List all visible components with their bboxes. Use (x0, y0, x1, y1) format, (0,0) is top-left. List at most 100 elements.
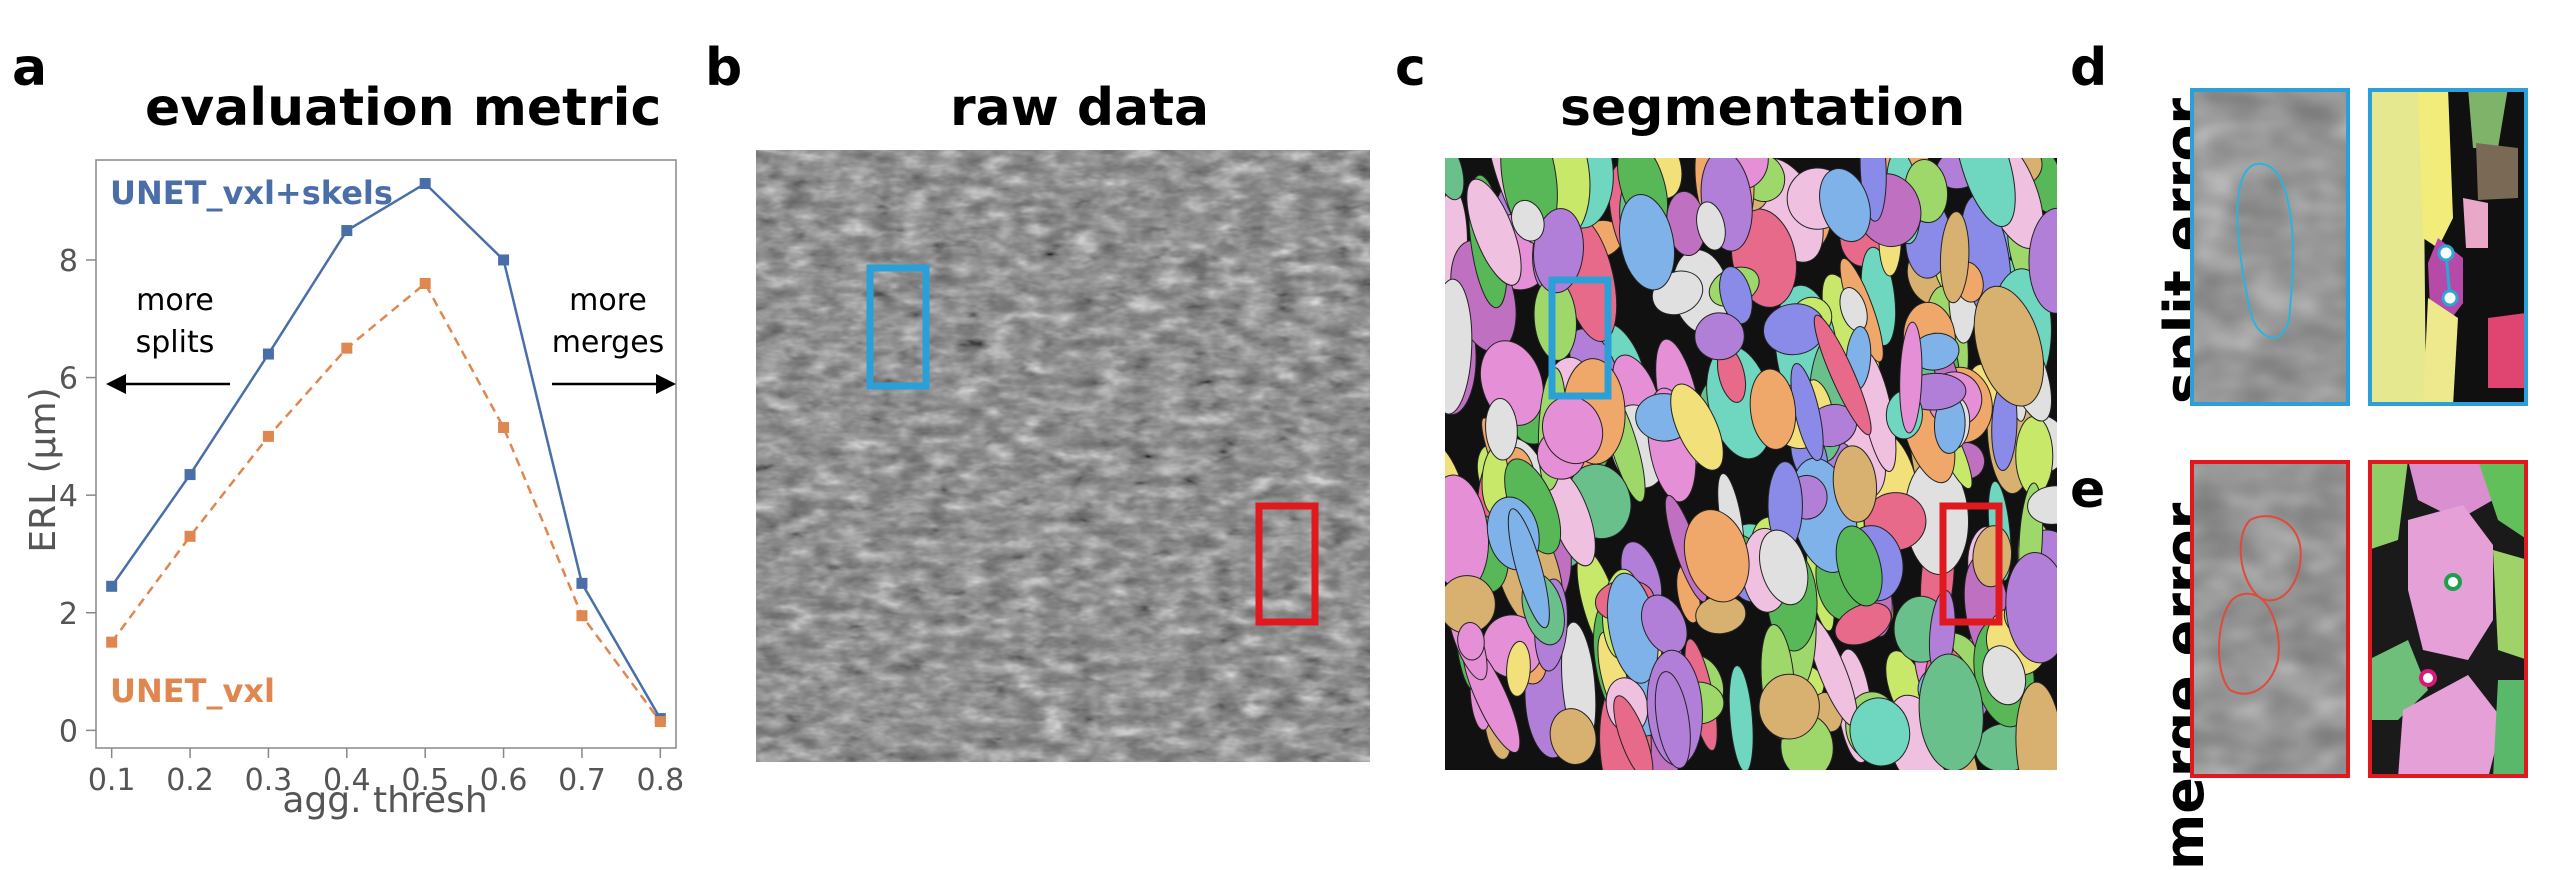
y-tick-label: 0 (59, 714, 78, 749)
y-tick-label: 8 (59, 244, 78, 279)
segment-cell (1728, 665, 1754, 770)
segment-cell (1619, 193, 1675, 291)
segment-cell (2027, 485, 2057, 525)
x-axis-ticks: 0.1 0.2 0.3 0.4 0.5 0.6 0.7 0.8 (88, 748, 684, 798)
right-arrow (552, 374, 676, 394)
series-line-unet-vxl (110, 281, 662, 723)
split-box-seg (1548, 276, 1612, 400)
x-tick-label: 0.6 (480, 763, 528, 798)
raw-texture (756, 150, 1370, 762)
segment-cell (1973, 285, 2045, 407)
panel-c-title: segmentation (1560, 78, 1966, 138)
data-point (262, 430, 274, 442)
segment-cell (1466, 178, 1522, 286)
segment-cell (1696, 201, 1726, 251)
annot-more-merges-2: merges (552, 325, 665, 360)
data-point (341, 342, 353, 354)
x-axis-label: agg. thresh (282, 780, 487, 821)
merge-marker-pink (2419, 669, 2437, 687)
merge-marker-green (2444, 573, 2462, 591)
segment-cell (1511, 199, 1545, 242)
segment-cell (1954, 158, 2016, 228)
raw-data-image (756, 150, 1370, 762)
segment-cell (1506, 640, 1531, 697)
panel-a-title: evaluation metric (145, 78, 662, 138)
split-box-raw (866, 264, 930, 390)
merge-error-seg-zoom (2368, 460, 2528, 778)
data-point (106, 580, 118, 592)
data-point (262, 348, 274, 360)
data-point (654, 716, 666, 728)
data-point (184, 530, 196, 542)
left-arrow (106, 374, 230, 394)
segment-cell (1749, 368, 1797, 450)
x-tick-label: 0.1 (88, 763, 136, 798)
data-point (498, 254, 510, 266)
x-tick-label: 0.4 (323, 763, 371, 798)
split-outline (2236, 162, 2294, 339)
x-tick-label: 0.5 (401, 763, 449, 798)
segment-cell (1507, 508, 1550, 629)
segment-cell (1982, 645, 2027, 706)
panel-letter-d: d (2070, 38, 2108, 98)
segment-cell (1849, 697, 1911, 767)
annot-more-merges-1: more (569, 283, 647, 318)
data-point (184, 469, 196, 481)
panel-b-title: raw data (950, 78, 1210, 138)
merge-box-raw (1255, 502, 1319, 626)
segment-cell (2015, 681, 2057, 770)
panel-letter-e: e (2070, 460, 2106, 520)
segment-cell (1694, 312, 1745, 361)
split-marker-bottom (2441, 289, 2459, 307)
y-tick-label: 2 (59, 597, 78, 632)
segment-cell (1719, 266, 1753, 325)
segment-cell (2005, 552, 2057, 664)
merge-outline-upper (2239, 515, 2302, 602)
segment-cell (2028, 207, 2057, 314)
segment-cell (1613, 695, 1654, 770)
segment-cell (1759, 529, 1809, 606)
x-tick-label: 0.3 (245, 763, 293, 798)
merge-outline-lower (2218, 592, 2280, 695)
y-tick-label: 4 (59, 479, 78, 514)
split-error-raw-zoom (2190, 88, 2350, 406)
segment-cell (1899, 321, 1923, 434)
segment-cell (1832, 445, 1878, 523)
segmentation-cells (1445, 158, 2057, 770)
segment-cell (1683, 509, 1750, 603)
series-layer (106, 178, 666, 728)
annot-more-splits-1: more (136, 283, 214, 318)
data-point (498, 422, 510, 434)
data-point (419, 178, 431, 190)
panel-letter-b: b (705, 38, 743, 98)
segment-cell (1445, 158, 1465, 201)
plot-frame (95, 159, 677, 749)
segment-cell (1549, 708, 1597, 765)
segment-cell (1445, 278, 1473, 415)
segment-cell (1834, 602, 1892, 646)
panel-letter-c: c (1395, 38, 1426, 98)
merge-box-seg (1939, 502, 2003, 626)
data-point (419, 277, 431, 289)
annot-more-splits-2: splits (136, 325, 215, 360)
segment-cell (1758, 673, 1820, 740)
segmentation-image (1445, 158, 2057, 770)
legend-blue: UNET_vxl+skels (110, 174, 393, 212)
data-point (576, 577, 588, 589)
segment-cell (1835, 525, 1883, 607)
segment-cell (1819, 168, 1871, 243)
y-tick-label: 6 (59, 362, 78, 397)
segment-cell (1939, 211, 1970, 304)
segment-cell (1485, 397, 1518, 461)
data-point (576, 610, 588, 622)
data-point (341, 225, 353, 237)
merge-error-raw-zoom (2190, 460, 2350, 778)
y-axis-ticks: 0 2 4 6 8 (59, 244, 96, 749)
segment-cell (1670, 383, 1724, 471)
y-axis-label: ERL (µm) (23, 387, 64, 552)
segment-cell (1813, 314, 1872, 436)
legend-orange: UNET_vxl (110, 672, 275, 710)
data-point (106, 636, 118, 648)
series-line-unet-vxl-skels (110, 181, 662, 720)
